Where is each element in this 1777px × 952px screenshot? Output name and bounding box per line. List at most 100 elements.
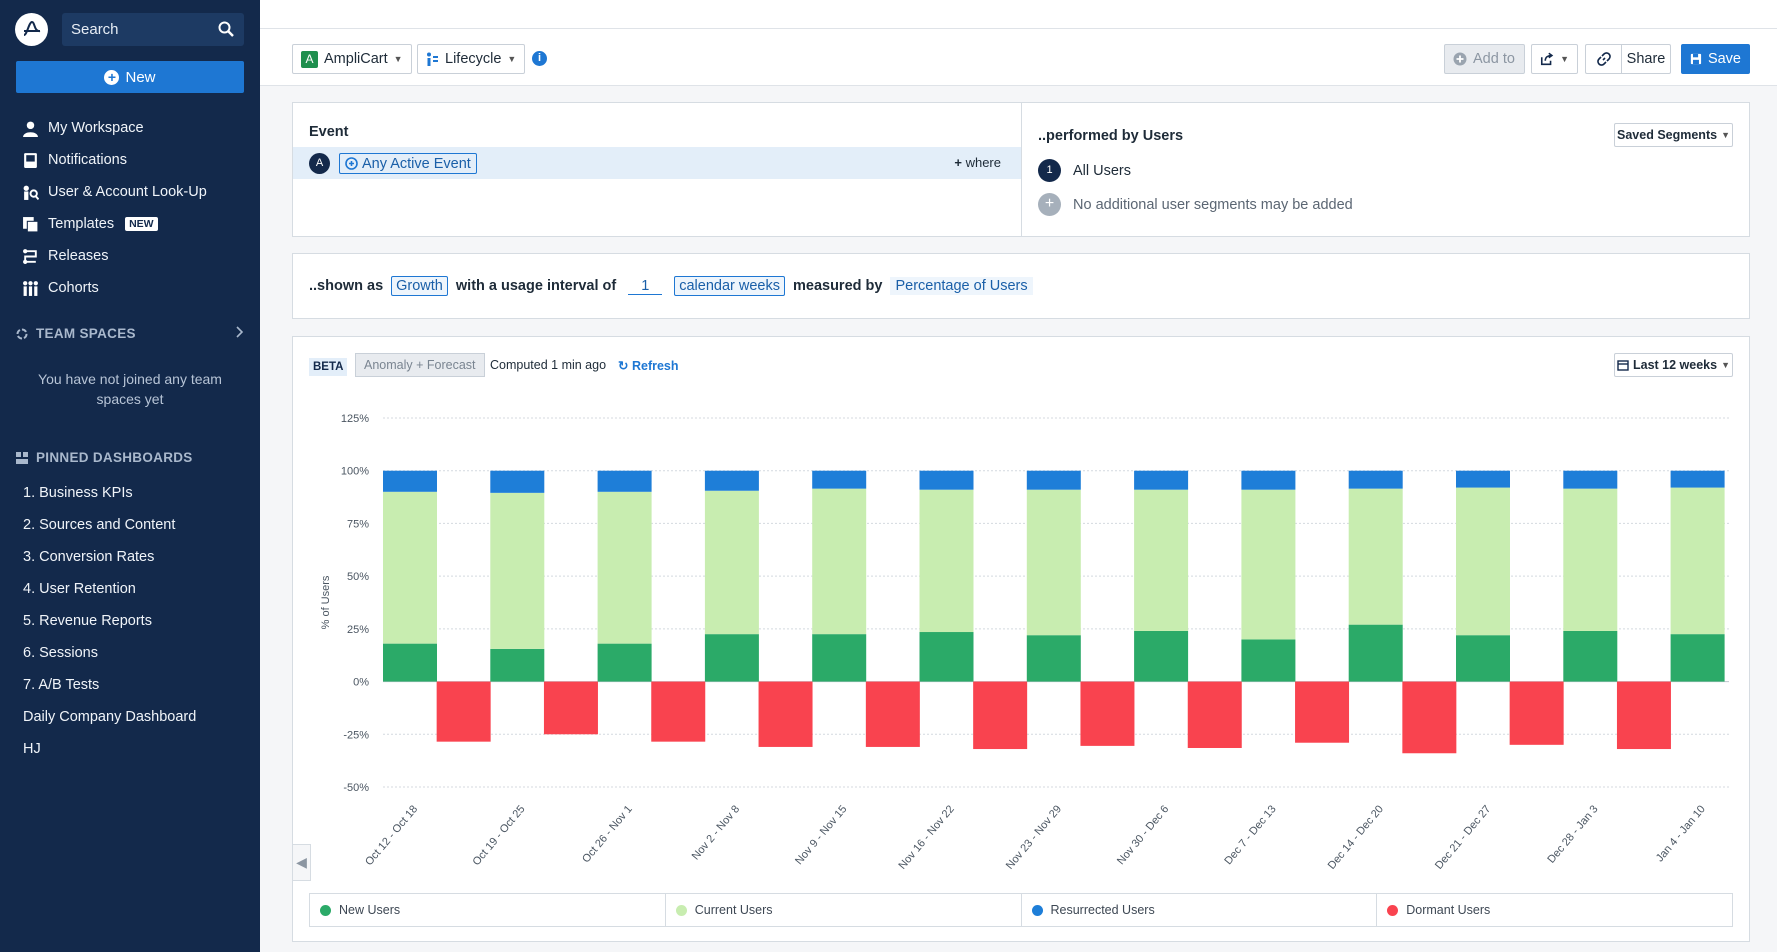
bar-current-users: [1563, 488, 1618, 631]
chart-legend: New Users Current Users Resurrected User…: [309, 893, 1733, 927]
bar-current-users: [1241, 489, 1296, 640]
pinned-dashboard-item[interactable]: 7. A/B Tests: [23, 677, 100, 693]
beta-badge: BETA: [309, 358, 348, 376]
sidebar-item-releases[interactable]: Releases: [22, 240, 252, 272]
legend-item-current-users[interactable]: Current Users: [666, 894, 1022, 926]
bar-dormant-users: [651, 681, 706, 742]
pinned-dashboard-item[interactable]: 5. Revenue Reports: [23, 613, 152, 629]
pinned-dashboard-item[interactable]: 2. Sources and Content: [23, 517, 176, 533]
bar-current-users: [919, 489, 974, 633]
sidebar-item-user-lookup[interactable]: User & Account Look-Up: [22, 176, 252, 208]
info-icon[interactable]: i: [532, 51, 547, 66]
team-spaces-header[interactable]: TEAM SPACES: [16, 326, 244, 341]
share-button[interactable]: Share: [1621, 44, 1671, 74]
search-input[interactable]: Search: [62, 13, 244, 46]
export-icon: [1540, 52, 1554, 66]
bar-new-users: [383, 643, 437, 682]
y-tick-label: 125%: [341, 413, 369, 425]
legend-item-dormant-users[interactable]: Dormant Users: [1377, 894, 1732, 926]
project-selector[interactable]: A AmpliCart ▼: [292, 44, 412, 74]
refresh-button[interactable]: ↻ Refresh: [618, 358, 679, 373]
x-tick-label: Nov 9 - Nov 15: [793, 803, 849, 867]
bar-current-users: [383, 491, 437, 644]
export-menu-button[interactable]: ▼: [1531, 44, 1578, 74]
add-to-label: Add to: [1473, 51, 1515, 67]
chevron-down-icon: ▼: [1560, 54, 1569, 64]
computed-timestamp: Computed 1 min ago: [490, 358, 607, 372]
new-button[interactable]: + New: [16, 61, 244, 93]
pinned-dashboard-item[interactable]: 1. Business KPIs: [23, 485, 133, 501]
y-tick-label: 75%: [347, 518, 369, 530]
plus-circle-icon: [1453, 52, 1467, 66]
bar-new-users: [1134, 630, 1189, 682]
plus-circle-icon: +: [104, 69, 120, 85]
bar-dormant-users: [1402, 681, 1457, 754]
anomaly-forecast-button[interactable]: Anomaly + Forecast: [355, 353, 485, 377]
bar-dormant-users: [436, 681, 491, 742]
pinned-dashboard-item[interactable]: Daily Company Dashboard: [23, 709, 197, 725]
bar-current-users: [1026, 489, 1081, 636]
pinned-dashboard-item[interactable]: 3. Conversion Rates: [23, 549, 155, 565]
sidebar-item-notifications[interactable]: Notifications: [22, 144, 252, 176]
interval-unit-selector[interactable]: calendar weeks: [674, 276, 785, 296]
event-selector[interactable]: Any Active Event: [339, 153, 477, 174]
sidebar-item-label: Templates: [48, 216, 115, 232]
bar-current-users: [812, 488, 867, 635]
sidebar-item-cohorts[interactable]: Cohorts: [22, 272, 252, 304]
pinned-dashboard-item[interactable]: HJ: [23, 741, 41, 757]
add-segment-icon: +: [1038, 193, 1061, 216]
x-tick-label: Oct 19 - Oct 25: [470, 803, 527, 868]
add-segment-row: + No additional user segments may be add…: [1038, 193, 1353, 216]
pinned-dashboard-item[interactable]: 4. User Retention: [23, 581, 136, 597]
event-name: Any Active Event: [362, 155, 471, 172]
y-tick-label: 100%: [341, 466, 369, 478]
bar-resurrected-users: [812, 470, 867, 489]
bar-dormant-users: [973, 681, 1028, 750]
bar-new-users: [1563, 630, 1618, 682]
bar-dormant-users: [1080, 681, 1135, 746]
segment-row[interactable]: 1 All Users: [1038, 159, 1131, 182]
bar-resurrected-users: [1026, 470, 1081, 490]
sidebar-item-my-workspace[interactable]: My Workspace: [22, 112, 252, 144]
date-range-selector[interactable]: Last 12 weeks ▼: [1614, 353, 1733, 377]
y-tick-label: -25%: [343, 729, 369, 741]
floppy-disk-icon: [1690, 53, 1702, 65]
amplitude-logo[interactable]: [15, 13, 48, 46]
add-where-button[interactable]: + where: [954, 155, 1001, 170]
sidebar: Search + New My Workspace Notifications …: [0, 0, 260, 952]
measurement-panel: ..shown as Growth with a usage interval …: [292, 253, 1750, 319]
chevron-right-icon[interactable]: [235, 326, 244, 341]
link-icon: [1597, 52, 1611, 66]
chart-type-label: Lifecycle: [445, 51, 502, 67]
y-axis-label: % of Users: [320, 575, 332, 629]
bar-new-users: [490, 648, 545, 682]
bar-new-users: [597, 643, 652, 682]
date-range-label: Last 12 weeks: [1632, 358, 1718, 372]
x-tick-label: Jan 4 - Jan 10: [1654, 803, 1708, 864]
users-section-title: ..performed by Users: [1038, 128, 1184, 144]
team-spaces-title: TEAM SPACES: [36, 326, 136, 341]
legend-item-resurrected-users[interactable]: Resurrected Users: [1022, 894, 1378, 926]
collapse-panel-tab[interactable]: ◀: [293, 844, 311, 881]
legend-label: Current Users: [694, 903, 773, 917]
lifecycle-chart: 125% 100% 75% 50% 25% 0% -25% -50% % of Users Oct…: [320, 413, 1729, 872]
add-to-button[interactable]: Add to: [1444, 44, 1525, 74]
interval-input[interactable]: 1: [628, 278, 663, 295]
legend-label: Resurrected Users: [1050, 903, 1155, 917]
bar-resurrected-users: [490, 470, 545, 493]
saved-segments-button[interactable]: Saved Segments ▼: [1614, 123, 1733, 147]
sidebar-item-templates[interactable]: Templates NEW: [22, 208, 252, 240]
chart-type-selector[interactable]: Lifecycle ▼: [417, 44, 526, 74]
save-button[interactable]: Save: [1681, 44, 1750, 74]
bar-resurrected-users: [1241, 470, 1296, 490]
legend-dot: [320, 904, 331, 916]
legend-item-new-users[interactable]: New Users: [310, 894, 666, 926]
mode-selector[interactable]: Growth: [391, 276, 448, 296]
pinned-dashboard-item[interactable]: 6. Sessions: [23, 645, 98, 661]
bar-resurrected-users: [1134, 470, 1189, 490]
toolbar-divider: [260, 28, 1777, 29]
copy-link-button[interactable]: [1585, 44, 1622, 74]
legend-dot: [1031, 904, 1043, 916]
measure-selector[interactable]: Percentage of Users: [890, 277, 1033, 295]
bar-dormant-users: [1295, 681, 1350, 743]
